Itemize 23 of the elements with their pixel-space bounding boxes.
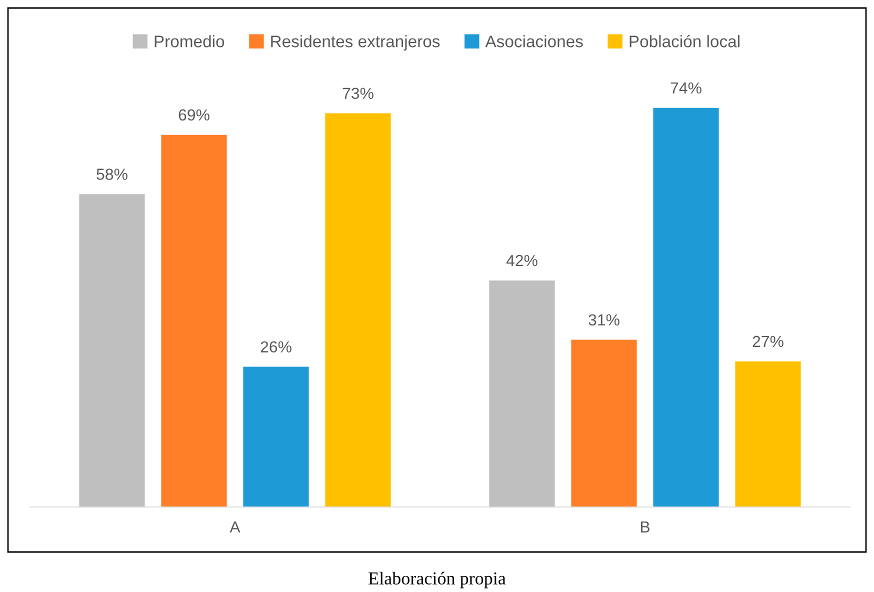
legend-label: Promedio bbox=[154, 35, 224, 48]
x-tick-label: A bbox=[230, 521, 240, 532]
data-label: 27% bbox=[752, 336, 784, 348]
legend-label: Residentes extranjeros bbox=[271, 35, 440, 51]
data-label: 69% bbox=[178, 109, 210, 121]
data-label: 42% bbox=[506, 254, 538, 266]
bar bbox=[161, 134, 227, 507]
bar bbox=[571, 340, 637, 507]
bar bbox=[79, 194, 145, 507]
legend-label: Población local bbox=[630, 34, 740, 48]
data-label: 58% bbox=[96, 168, 128, 180]
legend-label: Asociaciones bbox=[485, 35, 583, 48]
data-label: 73% bbox=[342, 88, 374, 100]
bar bbox=[735, 361, 801, 507]
bar bbox=[653, 108, 719, 507]
data-label: 74% bbox=[670, 82, 702, 94]
x-tick-label: B bbox=[640, 521, 650, 532]
text: Elaboración propia bbox=[368, 572, 506, 588]
bar bbox=[325, 113, 391, 507]
bar bbox=[489, 280, 555, 507]
data-label: 26% bbox=[260, 341, 292, 353]
data-label: 31% bbox=[588, 314, 620, 326]
bar bbox=[243, 366, 309, 507]
